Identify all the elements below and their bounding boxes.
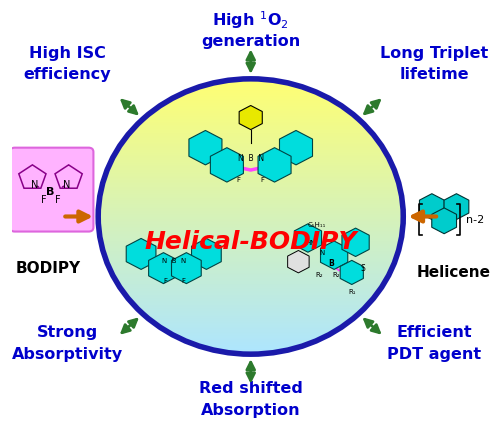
Text: F: F: [260, 177, 264, 183]
Polygon shape: [258, 148, 291, 182]
Text: lifetime: lifetime: [400, 67, 469, 82]
Polygon shape: [172, 252, 201, 284]
Text: Strong: Strong: [36, 325, 98, 340]
Text: F: F: [40, 195, 46, 205]
Polygon shape: [320, 241, 348, 269]
Polygon shape: [340, 260, 363, 284]
Text: N: N: [320, 250, 325, 256]
Text: n-2: n-2: [466, 214, 484, 225]
Text: R₁: R₁: [348, 289, 356, 295]
Text: R₂: R₂: [315, 271, 322, 278]
Polygon shape: [342, 228, 369, 256]
Polygon shape: [239, 106, 262, 129]
Polygon shape: [189, 130, 222, 165]
Text: S: S: [360, 264, 365, 273]
Polygon shape: [294, 224, 322, 252]
Polygon shape: [444, 194, 469, 220]
Text: N  B  N: N B N: [238, 154, 264, 163]
Text: PDT agent: PDT agent: [387, 347, 482, 362]
Text: F: F: [164, 278, 168, 284]
Polygon shape: [192, 239, 222, 269]
Polygon shape: [148, 252, 178, 284]
Text: Red shifted: Red shifted: [199, 381, 302, 396]
Polygon shape: [126, 239, 156, 269]
Text: N: N: [62, 180, 70, 190]
Text: efficiency: efficiency: [24, 67, 111, 82]
Text: N  B  N: N B N: [162, 258, 186, 264]
Polygon shape: [280, 130, 312, 165]
Polygon shape: [420, 194, 444, 220]
Text: generation: generation: [201, 34, 300, 49]
Text: N: N: [31, 180, 38, 190]
Text: F: F: [181, 278, 185, 284]
Text: C₅H₁₁: C₅H₁₁: [308, 222, 326, 228]
Text: F: F: [55, 195, 60, 205]
Text: High $^1$O$_2$: High $^1$O$_2$: [212, 10, 289, 31]
Text: High ISC: High ISC: [29, 45, 106, 61]
FancyBboxPatch shape: [10, 148, 94, 232]
Text: HN: HN: [305, 240, 316, 246]
Text: Helicene: Helicene: [416, 265, 490, 280]
Text: Absorption: Absorption: [201, 403, 300, 417]
Text: F: F: [237, 177, 241, 183]
Polygon shape: [210, 148, 244, 182]
Text: Long Triplet: Long Triplet: [380, 45, 488, 61]
Text: BODIPY: BODIPY: [16, 261, 80, 276]
Text: Efficient: Efficient: [396, 325, 472, 340]
Text: R₂: R₂: [332, 271, 340, 278]
Text: Absorptivity: Absorptivity: [12, 347, 123, 362]
Text: B: B: [46, 187, 54, 197]
Polygon shape: [432, 208, 456, 234]
Text: Helical-BODIPY: Helical-BODIPY: [144, 230, 357, 254]
Text: B: B: [328, 259, 334, 268]
Polygon shape: [288, 250, 309, 273]
